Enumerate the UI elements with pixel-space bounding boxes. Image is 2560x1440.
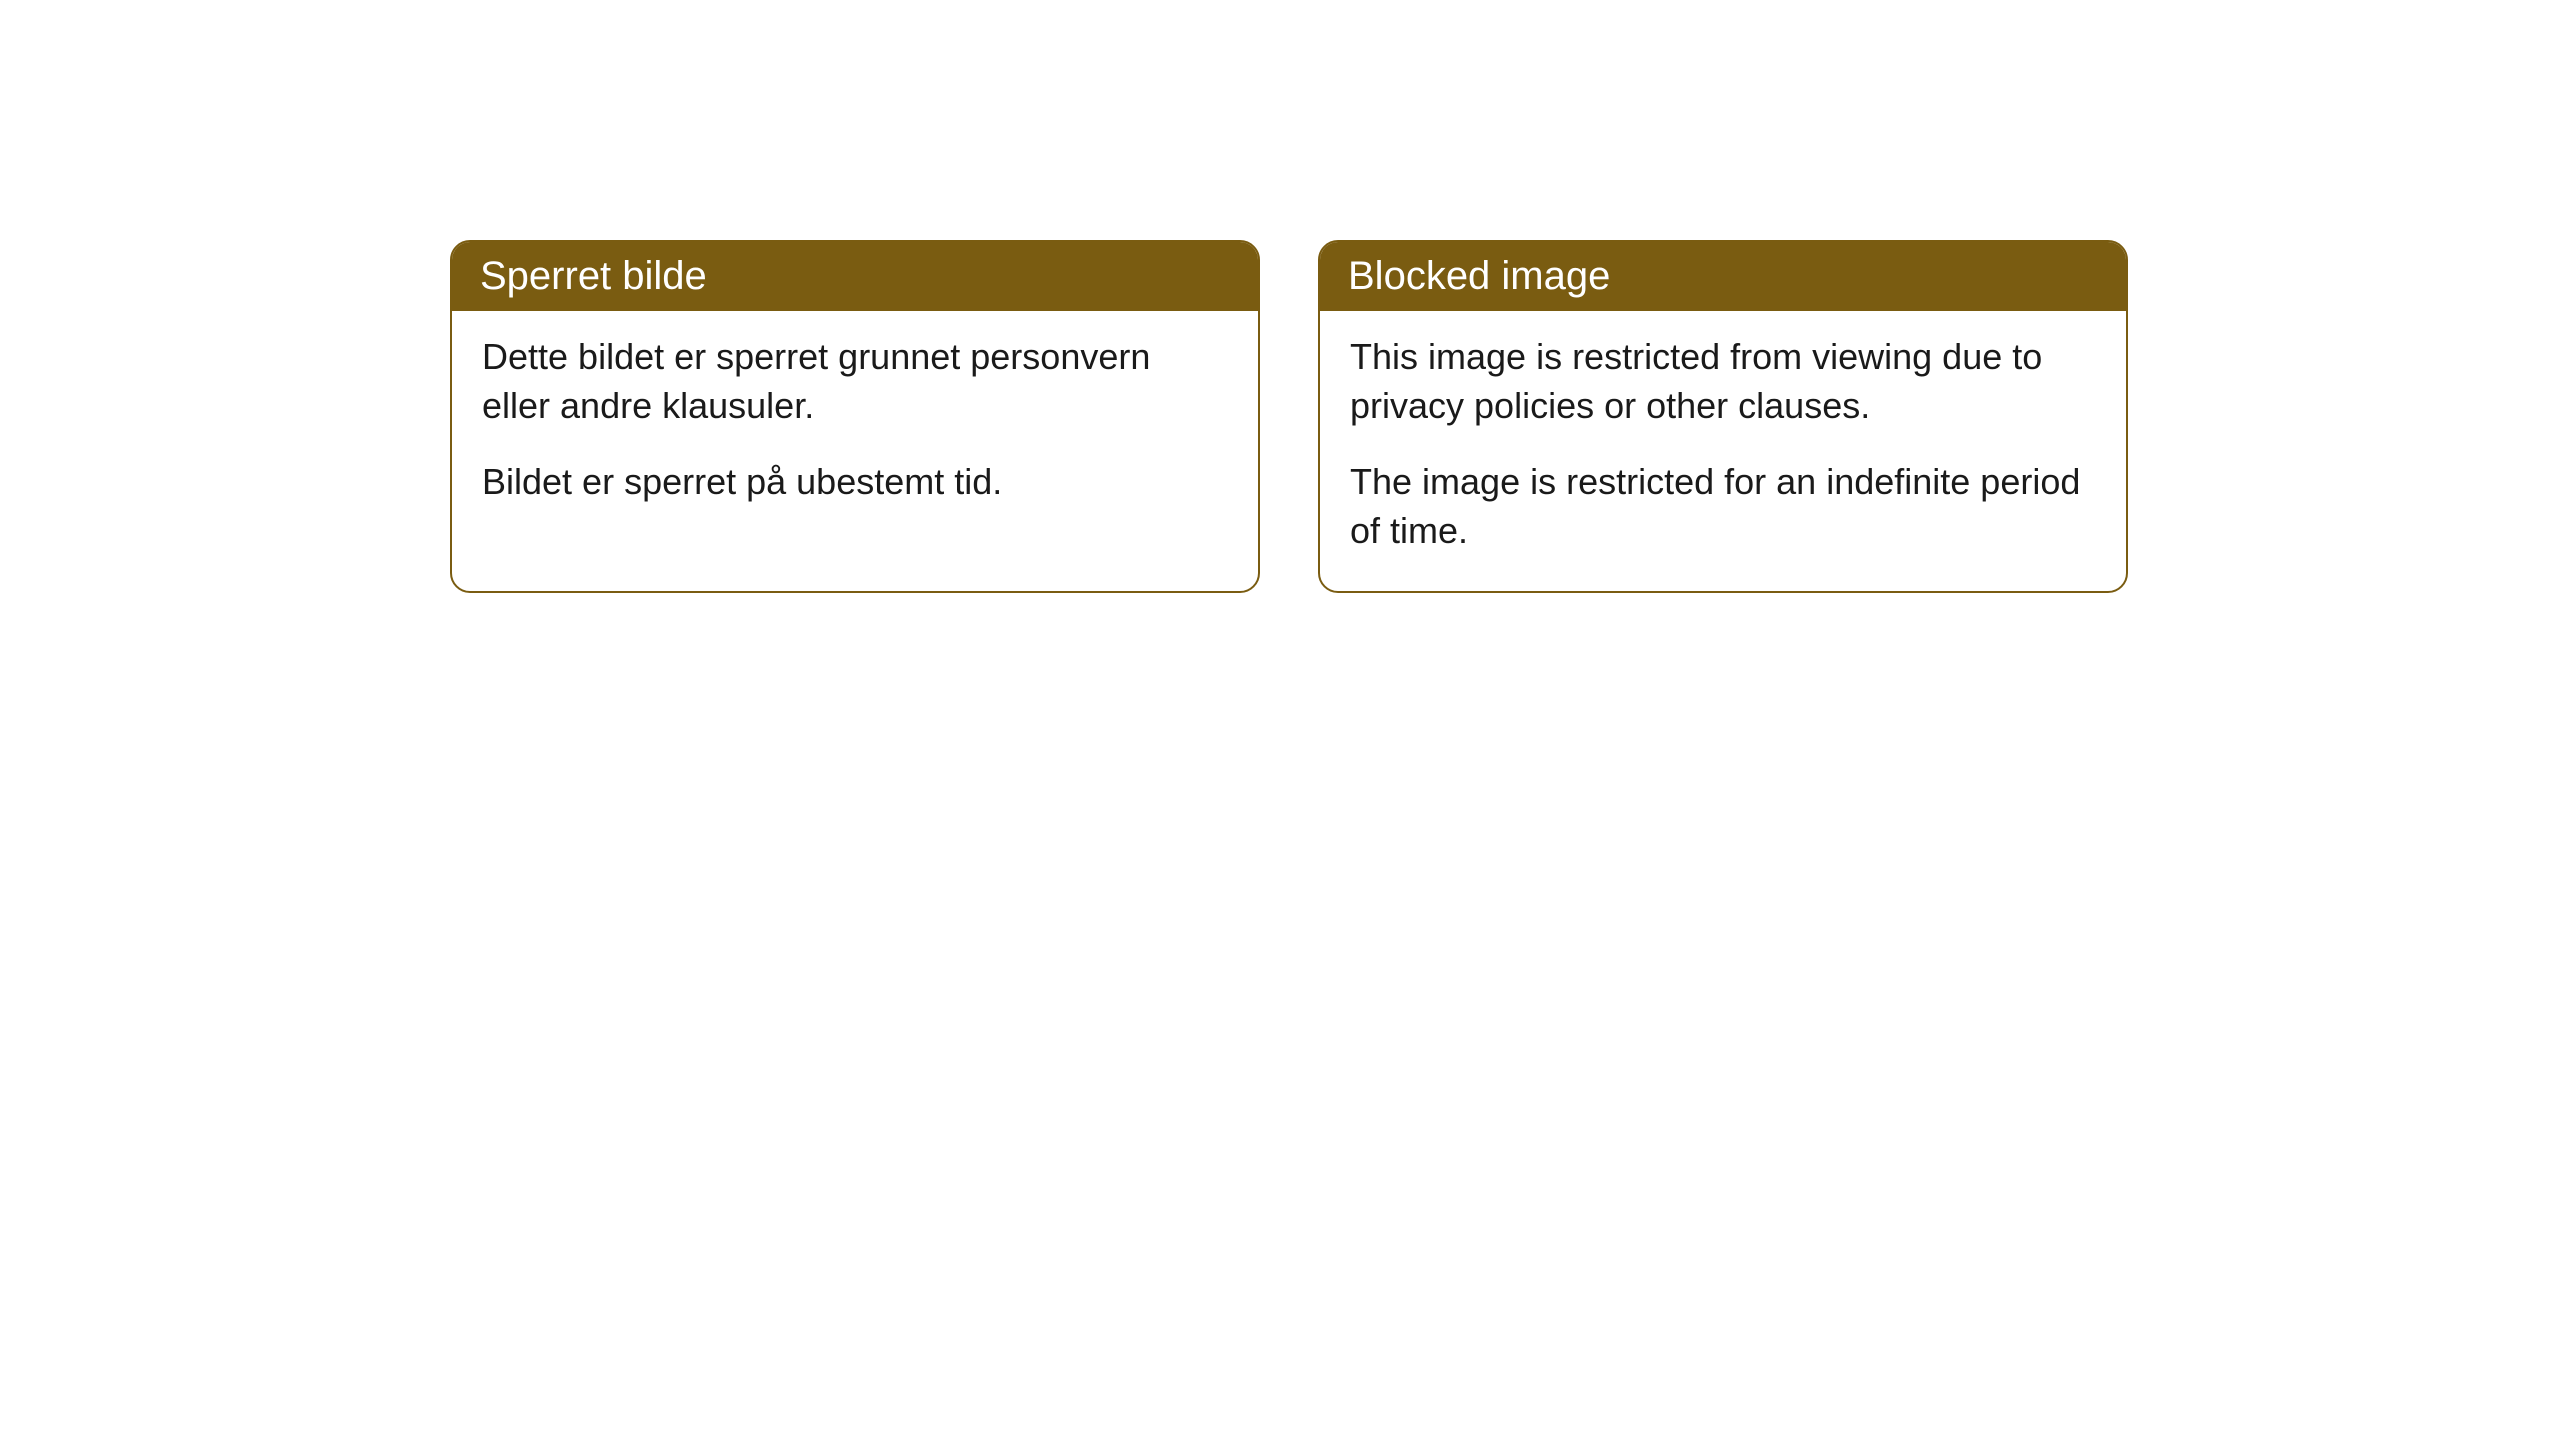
card-header-english: Blocked image <box>1320 242 2126 311</box>
card-paragraph: Bildet er sperret på ubestemt tid. <box>482 458 1228 507</box>
blocked-image-card-norwegian: Sperret bilde Dette bildet er sperret gr… <box>450 240 1260 593</box>
card-header-norwegian: Sperret bilde <box>452 242 1258 311</box>
card-paragraph: The image is restricted for an indefinit… <box>1350 458 2096 555</box>
card-paragraph: This image is restricted from viewing du… <box>1350 333 2096 430</box>
blocked-image-card-english: Blocked image This image is restricted f… <box>1318 240 2128 593</box>
card-paragraph: Dette bildet er sperret grunnet personve… <box>482 333 1228 430</box>
card-body-english: This image is restricted from viewing du… <box>1320 311 2126 591</box>
notice-cards-container: Sperret bilde Dette bildet er sperret gr… <box>450 240 2128 593</box>
card-body-norwegian: Dette bildet er sperret grunnet personve… <box>452 311 1258 543</box>
